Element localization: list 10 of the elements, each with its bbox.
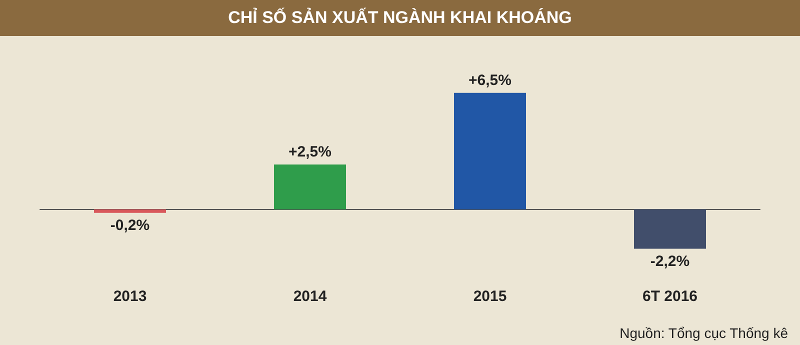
data-label: -2,2% bbox=[650, 252, 690, 270]
x-tick-label: 2014 bbox=[293, 288, 328, 305]
data-label: +2,5% bbox=[288, 144, 332, 161]
chart-title: CHỈ SỐ SẢN XUẤT NGÀNH KHAI KHOÁNG bbox=[0, 0, 800, 36]
data-label: +6,5% bbox=[468, 72, 512, 89]
x-tick-label: 6T 2016 bbox=[642, 288, 698, 305]
text: Nguồn: Tổng cục Thống kê bbox=[620, 325, 788, 341]
data-label: -0,2% bbox=[110, 216, 150, 234]
x-tick-label: 2015 bbox=[473, 288, 507, 305]
x-tick-label: 2013 bbox=[113, 288, 147, 305]
